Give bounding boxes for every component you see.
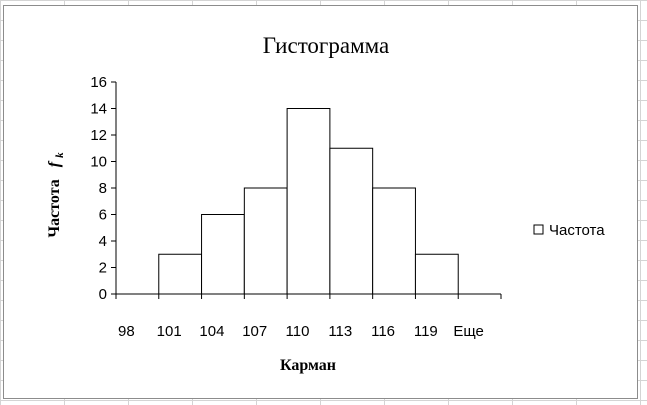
histogram-bar[interactable] <box>286 108 331 295</box>
legend-label: Частота <box>549 222 605 239</box>
histogram-bar[interactable] <box>329 147 374 295</box>
y-tick-label: 6 <box>99 207 107 224</box>
y-tick-label: 8 <box>99 180 107 197</box>
y-axis: 0 2 4 6 8 10 12 14 16 <box>90 74 117 303</box>
legend: Частота <box>533 222 605 239</box>
y-tick-label: 12 <box>90 127 107 144</box>
x-tick-label: 107 <box>242 323 267 340</box>
y-tick-label: 14 <box>90 101 107 118</box>
x-tick-label: 101 <box>157 323 182 340</box>
histogram-bar[interactable] <box>243 187 288 295</box>
histogram-bar[interactable] <box>201 214 245 295</box>
x-tick-label: 116 <box>371 323 395 340</box>
y-tick-label: 0 <box>99 286 107 303</box>
histogram-bar[interactable] <box>372 187 416 295</box>
y-tick-label: 16 <box>90 74 107 91</box>
chart-area[interactable]: Гистограмма 0 2 4 6 8 10 12 14 16 98 101 104 107 110… <box>3 5 638 399</box>
x-tick-label: 104 <box>199 323 224 340</box>
histogram-chart: Гистограмма 0 2 4 6 8 10 12 14 16 98 101 104 107 110… <box>46 33 605 374</box>
x-axis-title: Карман <box>280 357 336 374</box>
histogram-bar[interactable] <box>414 253 459 295</box>
bars-group <box>158 108 459 295</box>
y-tick-label: 10 <box>90 154 107 171</box>
y-axis-title-subscript: k <box>54 152 66 158</box>
y-tick-label: 4 <box>99 233 107 250</box>
legend-swatch <box>533 224 544 235</box>
x-tick-label: 98 <box>118 323 135 340</box>
x-tick-label: Еще <box>453 323 484 340</box>
x-tick-label: 113 <box>328 323 352 340</box>
x-tick-label: 119 <box>414 323 438 340</box>
histogram-bar[interactable] <box>158 253 203 295</box>
y-axis-title-text: Частота <box>46 179 63 237</box>
x-tick-label: 110 <box>286 323 310 340</box>
y-axis-title: Частота f k <box>46 152 66 238</box>
y-tick-label: 2 <box>99 260 107 277</box>
chart-title: Гистограмма <box>263 33 390 58</box>
y-axis-title-symbol: f <box>46 160 63 167</box>
x-axis: 98 101 104 107 110 113 116 119 Еще <box>115 293 502 340</box>
